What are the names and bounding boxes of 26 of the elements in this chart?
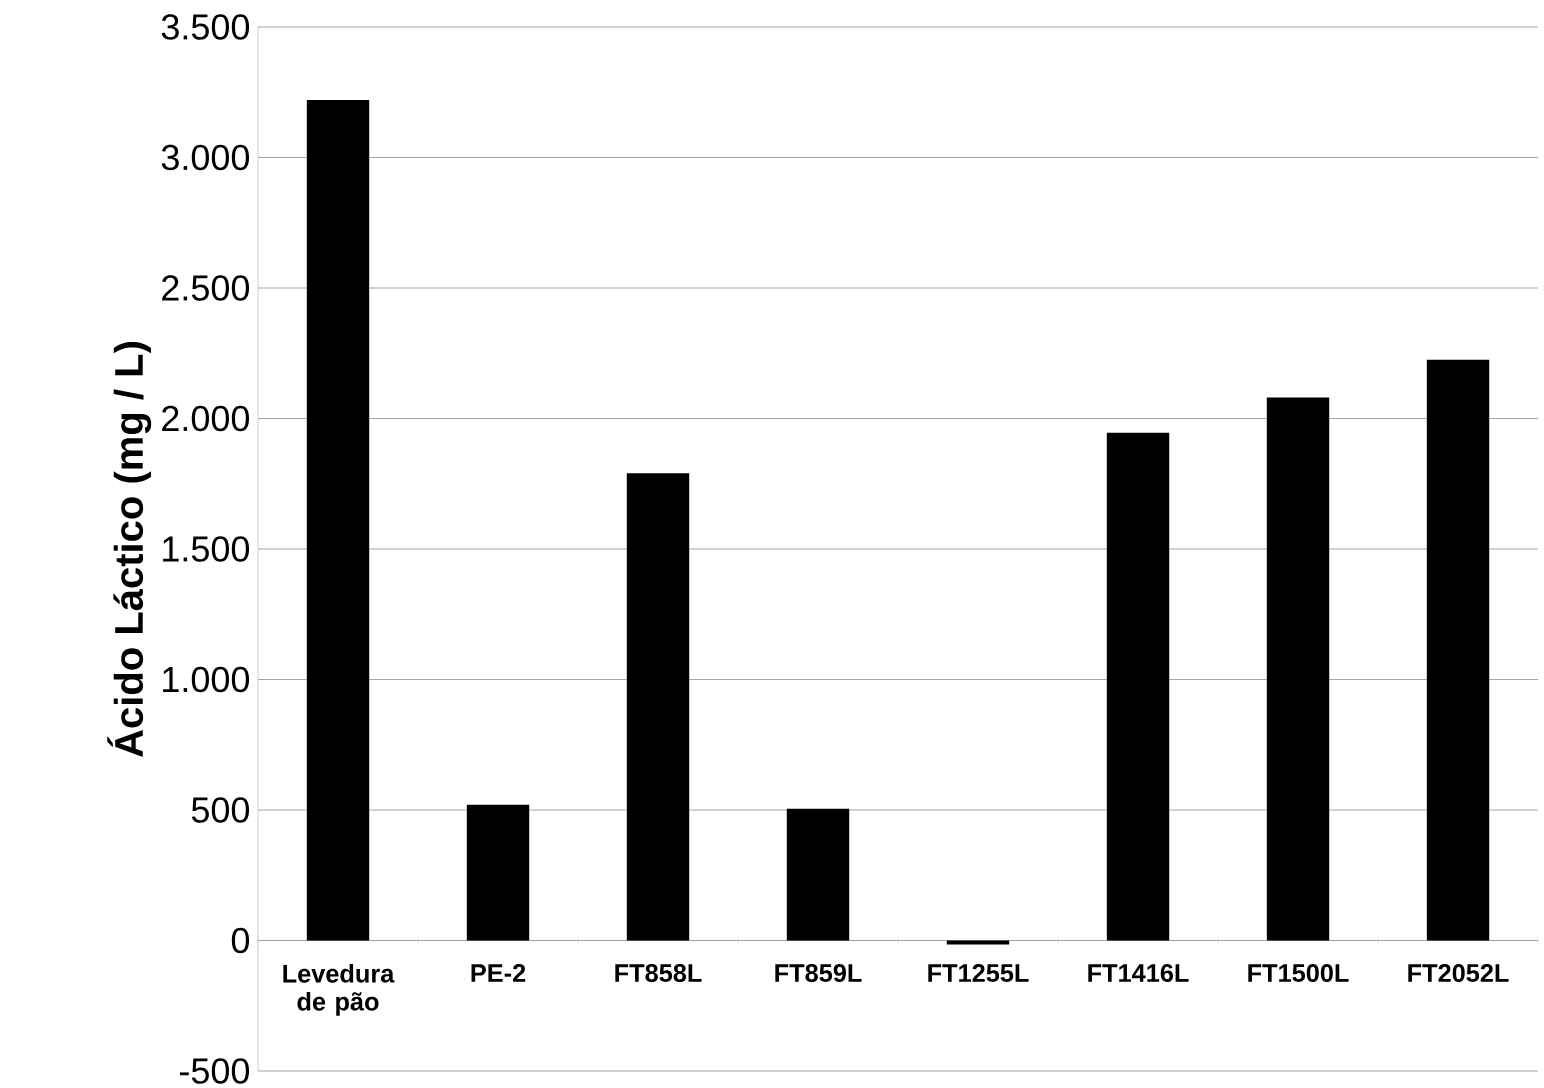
y-tick-label: 2.000 [162,405,250,432]
bar [1106,432,1170,941]
bar [466,804,530,941]
y-tick-label: 3.500 [161,14,250,40]
y-tick-label: 0 [231,927,250,954]
bar [1426,359,1490,941]
y-tick-label: 3.000 [161,144,250,171]
y-tick-label: -500 [180,1058,250,1084]
x-tick-label: FT859L [775,964,862,982]
y-tick-label: 500 [191,797,250,823]
y-tick-label: 2.500 [162,275,250,301]
x-tick-label: FT858L [615,964,702,982]
bar [1266,397,1330,941]
bar [946,940,1010,945]
bar [626,473,690,941]
x-tick-label: FT2052L [1408,964,1509,982]
y-axis-title: Ácido Láctico (mg / L) [107,342,152,757]
bar [786,808,850,941]
x-tick-label: FT1416L [1088,964,1189,982]
x-tick-label: FT1500L [1248,964,1349,982]
x-tick-label: PE-2 [471,964,526,982]
bar [306,100,370,941]
x-tick-label: FT1255L [928,964,1029,982]
x-tick-label: Levedura de pão [283,964,395,1016]
y-tick-label: 1.500 [163,536,250,562]
y-tick-label: 1.000 [163,666,250,693]
